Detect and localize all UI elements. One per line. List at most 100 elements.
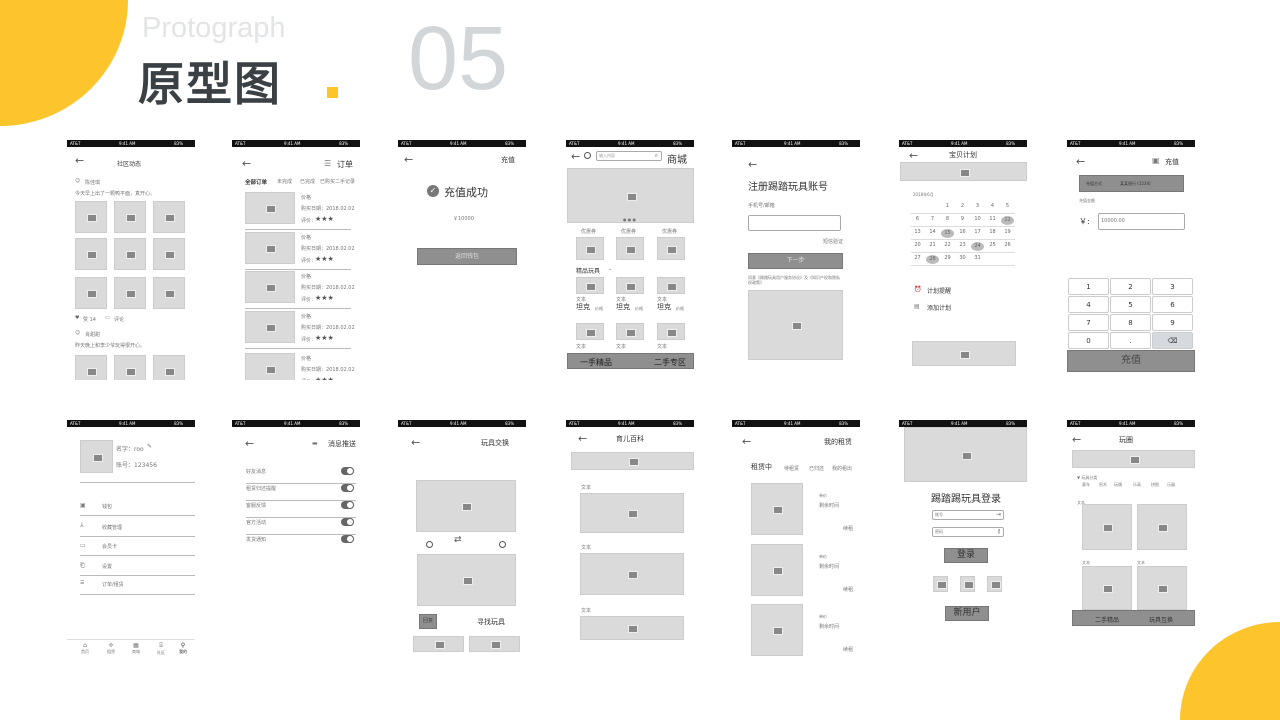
tab-secondhand[interactable]: 二手专区 [654, 358, 686, 367]
back-arrow-icon[interactable]: ← [742, 435, 752, 448]
calendar-day[interactable]: 16 [959, 229, 966, 235]
tab-returned[interactable]: 已归还 [809, 466, 825, 472]
tab-rented-out[interactable]: 我的租出 [832, 466, 853, 472]
category-item[interactable]: 乐器 [1167, 482, 1175, 487]
reply-button[interactable]: 回复 [419, 614, 437, 629]
radio-right[interactable] [499, 541, 506, 548]
heart-icon[interactable]: ♥ [75, 315, 80, 321]
key-3[interactable]: 3 [1152, 278, 1193, 295]
recharge-button[interactable]: 充值 [1067, 350, 1195, 372]
toggle-switch[interactable] [341, 467, 354, 475]
coupon-image[interactable] [616, 237, 644, 260]
calendar-day[interactable]: 20 [914, 242, 921, 248]
back-arrow-icon[interactable]: ← [242, 157, 252, 170]
order-item[interactable]: 价格购买日期：2018.02.02 评价：★★★ [245, 232, 355, 272]
calendar-day[interactable]: 24 [971, 242, 984, 251]
backspace-icon[interactable]: ⌫ [1152, 332, 1193, 349]
image-placeholder[interactable] [153, 201, 185, 233]
category-label[interactable]: ▼ 玩具分类 [1077, 475, 1098, 480]
product-image[interactable] [576, 277, 604, 294]
calendar-day[interactable]: 11 [989, 216, 996, 222]
plan-reminder[interactable]: 计划提醒 [927, 288, 952, 295]
rental-item[interactable]: 单价 剩余时间 续租 [751, 544, 856, 599]
order-item[interactable]: 价格购买日期：2018.02.02 评价：★★★ [245, 192, 355, 232]
image-placeholder[interactable] [75, 277, 107, 309]
find-toy-link[interactable]: 寻找玩具 [477, 618, 505, 626]
back-arrow-icon[interactable]: ← [1072, 433, 1082, 446]
key-dot[interactable]: . [1110, 332, 1151, 349]
swap-arrows-icon[interactable]: ⇄ [454, 535, 462, 545]
image-placeholder[interactable] [114, 277, 146, 309]
tab-exchange[interactable]: 玩具互换 [1149, 617, 1174, 624]
tab-secondhand[interactable]: 已购买二手记录 [320, 179, 356, 185]
product-image[interactable] [616, 277, 644, 294]
renew-link[interactable]: 续租 [843, 526, 854, 532]
order-item[interactable]: 价格购买日期：2018.02.02 评价：★★★ [245, 271, 355, 311]
my-toy-image[interactable] [416, 480, 516, 532]
tab-incomplete[interactable]: 未完成 [277, 179, 293, 185]
calendar-day[interactable]: 31 [974, 255, 981, 261]
banner-image[interactable] [1072, 450, 1195, 468]
calendar-day[interactable]: 14 [929, 229, 936, 235]
calendar-day[interactable]: 1 [945, 203, 950, 209]
back-arrow-icon[interactable]: ← [748, 158, 758, 171]
calendar-day[interactable]: 27 [914, 255, 921, 261]
tab-secondhand[interactable]: 二手精品 [1095, 617, 1120, 624]
payment-method-bar[interactable]: 充值方式 某某银行 (1234) [1079, 175, 1184, 192]
calendar-day[interactable]: 18 [989, 229, 996, 235]
menu-item-orders[interactable]: ☰ 订单/租赁 [80, 578, 195, 595]
back-arrow-icon[interactable]: ← [1076, 155, 1086, 168]
post-image[interactable] [1137, 504, 1187, 550]
image-placeholder[interactable] [153, 355, 185, 380]
calendar-day[interactable]: 13 [914, 229, 921, 235]
search-icon[interactable]: ⌕ [654, 152, 658, 159]
menu-item-favorites[interactable]: ⅄ 收藏管理 [80, 520, 195, 537]
toggle-switch[interactable] [341, 518, 354, 526]
calendar-day[interactable]: 8 [945, 216, 950, 222]
menu-item-membership-card[interactable]: ▭ 会员卡 [80, 540, 195, 556]
calendar-day[interactable]: 21 [929, 242, 936, 248]
tab-rental[interactable]: ✢ 租赁 [101, 642, 121, 655]
coupon-image[interactable] [576, 237, 604, 260]
post-image[interactable] [1082, 504, 1132, 550]
social-login-icon[interactable] [960, 576, 975, 592]
image-placeholder[interactable] [114, 201, 146, 233]
comment-label[interactable]: 评论 [114, 317, 125, 323]
image-placeholder[interactable] [153, 238, 185, 270]
tab-mine[interactable]: ⚲ 我的 [173, 642, 193, 655]
category-item[interactable]: 乐高 [1133, 482, 1141, 487]
key-7[interactable]: 7 [1068, 314, 1109, 331]
key-4[interactable]: 4 [1068, 296, 1109, 313]
agreement-text[interactable]: 同意《踢踏玩具用户服务协议》及《知识产权和隐私权政策》 [748, 275, 840, 285]
menu-item-settings[interactable]: ⎗ 设置 [80, 560, 195, 576]
category-item[interactable]: 拼图 [1151, 482, 1159, 487]
tab-mall[interactable]: ▦ 商城 [126, 642, 146, 655]
back-to-wallet-button[interactable]: 返回钱包 [417, 248, 517, 265]
edit-icon[interactable]: ✎ [147, 443, 153, 450]
toggle-switch[interactable] [341, 484, 354, 492]
calendar-day[interactable]: 9 [960, 216, 965, 222]
rental-item[interactable]: 单价 剩余时间 续租 [751, 483, 856, 538]
calendar-day[interactable]: 25 [989, 242, 996, 248]
account-input[interactable]: 账号 ⇥ [932, 510, 1004, 520]
refresh-icon[interactable] [584, 152, 591, 159]
calendar-day[interactable]: 3 [975, 203, 980, 209]
renew-link[interactable]: 续租 [843, 647, 854, 653]
calendar-day[interactable]: 29 [944, 255, 951, 261]
radio-left[interactable] [426, 541, 433, 548]
chevron-down-icon[interactable]: ⌄ [608, 266, 613, 272]
image-placeholder[interactable] [114, 238, 146, 270]
image-placeholder[interactable] [153, 277, 185, 309]
back-arrow-icon[interactable]: ← [404, 153, 414, 166]
calendar-day[interactable]: 30 [959, 255, 966, 261]
rental-item[interactable]: 单价 剩余时间 续租 [751, 604, 856, 659]
article-image[interactable] [580, 616, 684, 640]
social-login-icon[interactable] [933, 576, 948, 592]
key-9[interactable]: 9 [1152, 314, 1193, 331]
category-item[interactable]: 积木 [1099, 482, 1107, 487]
calendar-day[interactable]: 19 [1004, 229, 1011, 235]
calendar-day[interactable]: 22 [944, 242, 951, 248]
image-placeholder[interactable] [75, 238, 107, 270]
product-image[interactable] [576, 323, 604, 340]
